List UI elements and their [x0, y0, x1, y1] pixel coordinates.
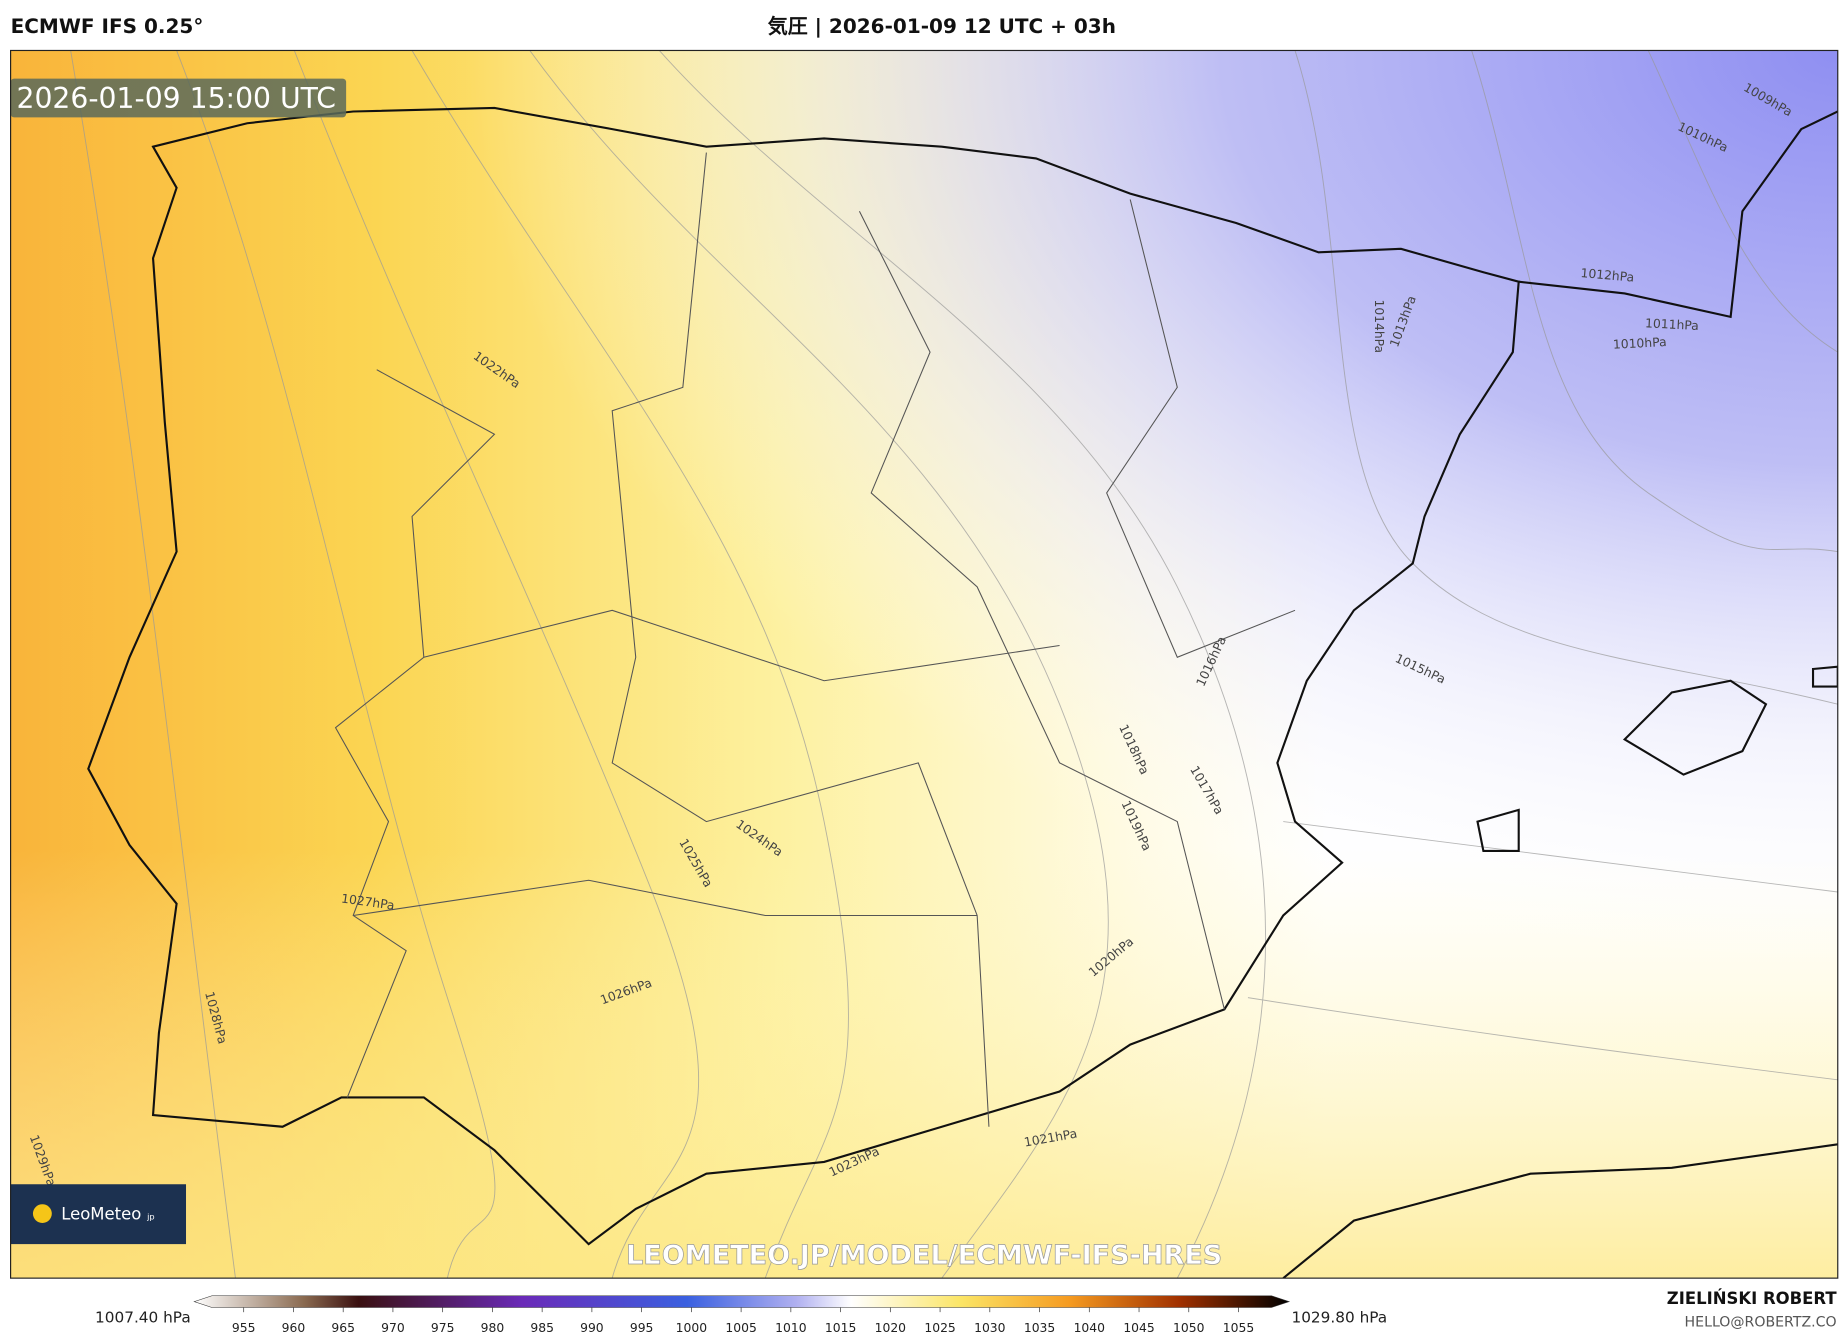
logo-name: LeoMeteo: [61, 1204, 141, 1223]
pressure-field: [10, 50, 1838, 1279]
colorbar-tick-label: 995: [630, 1321, 654, 1335]
colorbar-max: 1029.80 hPa: [1291, 1309, 1387, 1327]
model-name: ECMWF IFS 0.25°: [11, 14, 204, 38]
colorbar-tick-label: 970: [381, 1321, 405, 1335]
colorbar-tick-label: 1035: [1024, 1321, 1055, 1335]
borders: [334, 152, 1296, 1127]
coastline: [87, 106, 1838, 1279]
colorbar-tick-label: 1005: [725, 1321, 756, 1335]
colorbar-tick-label: 980: [481, 1321, 505, 1335]
colorbar-tick-label: 1050: [1173, 1321, 1205, 1335]
isobar-label: 1014hPa: [1372, 300, 1386, 354]
colorbar-tick-label: 1045: [1123, 1321, 1154, 1335]
colorbar-tick-label: 1000: [676, 1321, 708, 1335]
colorbar-tick-label: 1020: [875, 1321, 907, 1335]
colorbar-tick-label: 1040: [1074, 1321, 1106, 1335]
colorbar-tick-label: 965: [331, 1321, 355, 1335]
colorbar-tick-label: 1030: [974, 1321, 1006, 1335]
email: HELLO@ROBERTZ.CO: [1685, 1314, 1837, 1330]
valid-time: 2026-01-09 15:00 UTC: [16, 82, 336, 115]
colorbar-tick-label: 1025: [924, 1321, 955, 1335]
timestamp-box: 2026-01-09 15:00 UTC: [10, 78, 347, 118]
colorbar-tick-label: 1055: [1223, 1321, 1254, 1335]
colorbar-tick-label: 985: [530, 1321, 554, 1335]
colorbar-tick-label: 1010: [775, 1321, 807, 1335]
watermark: LEOMETEO.JP/MODEL/ECMWF-IFS-HRES: [626, 1240, 1222, 1271]
colorbar-tick-label: 1015: [825, 1321, 856, 1335]
map: 2026-01-09 15:00 UTC 1009hPa1010hPa1012h…: [10, 50, 1838, 1279]
map-frame: [10, 49, 1839, 1279]
colorbar-tick-label: 990: [580, 1321, 604, 1335]
logo: LeoMeteo jp: [10, 1184, 187, 1245]
isobar-label: 1011hPa: [1645, 316, 1699, 333]
logo-suffix: jp: [146, 1211, 155, 1221]
colorbar-tick-label: 960: [282, 1321, 306, 1335]
title: 気圧 | 2026-01-09 12 UTC + 03h: [768, 14, 1116, 38]
isobar-label: 1010hPa: [1613, 335, 1667, 352]
colorbar-min: 1007.40 hPa: [95, 1309, 191, 1327]
isobar-label: 1012hPa: [1580, 266, 1635, 285]
colorbar-tick-label: 955: [232, 1321, 256, 1335]
colorbar: [193, 1295, 1291, 1308]
colorbar-tick-label: 975: [431, 1321, 455, 1335]
author: ZIELIŃSKI ROBERT: [1667, 1289, 1838, 1308]
